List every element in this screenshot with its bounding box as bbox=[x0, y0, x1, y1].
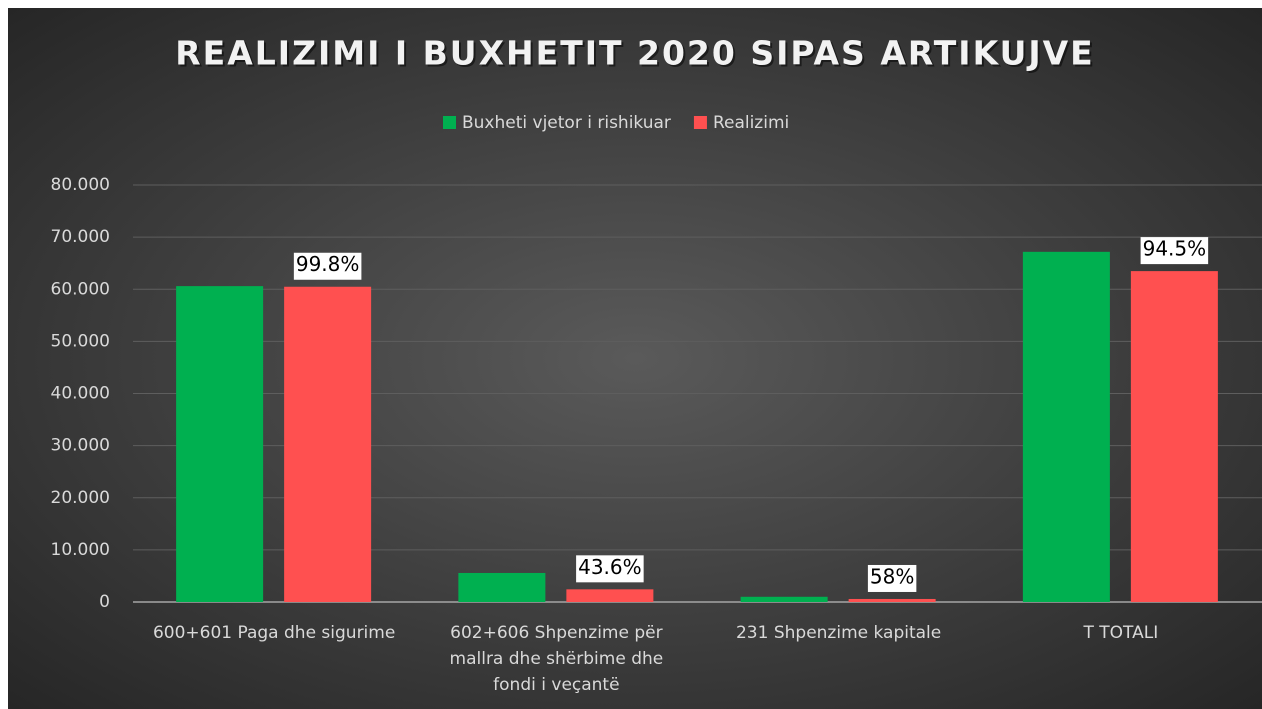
bar bbox=[176, 286, 264, 602]
x-tick-label: 231 Shpenzime kapitale bbox=[735, 623, 942, 643]
annotation: 99.8% bbox=[296, 252, 360, 276]
legend-swatch bbox=[693, 116, 707, 129]
y-tick-label: 60.000 bbox=[51, 279, 110, 299]
y-tick-label: 50.000 bbox=[51, 331, 110, 351]
annotation: 94.5% bbox=[1143, 237, 1207, 261]
bar bbox=[566, 589, 654, 602]
annotation-box bbox=[293, 252, 362, 280]
annotation-box bbox=[1140, 237, 1209, 265]
bar bbox=[848, 598, 936, 602]
chart-title: REALIZIMI I BUXHETIT 2020 SIPAS ARTIKUJV… bbox=[175, 34, 1094, 73]
legend-swatch bbox=[443, 116, 456, 129]
annotation-box bbox=[576, 555, 644, 583]
bar bbox=[1130, 271, 1218, 602]
x-tick-label: 602+606 Shpenzime për mallra dhe shërbim… bbox=[449, 623, 664, 695]
annotation: 43.6% bbox=[578, 555, 642, 579]
y-tick-label: 20.000 bbox=[51, 488, 110, 508]
chart-title-shadow: REALIZIMI I BUXHETIT 2020 SIPAS ARTIKUJV… bbox=[177, 36, 1096, 75]
y-tick-label: 40.000 bbox=[51, 384, 110, 404]
bar bbox=[284, 286, 372, 602]
annotation-box bbox=[867, 564, 917, 592]
y-tick-label: 80.000 bbox=[51, 175, 110, 195]
x-tick-label: 600+601 Paga dhe sigurime bbox=[152, 623, 396, 643]
legend-label: Buxheti vjetor i rishikuar bbox=[462, 113, 671, 133]
y-tick-label: 0 bbox=[99, 592, 110, 612]
annotation: 58% bbox=[870, 564, 914, 588]
legend-label: Realizimi bbox=[713, 113, 789, 133]
bar bbox=[458, 572, 546, 602]
y-tick-label: 70.000 bbox=[51, 227, 110, 247]
x-tick-label: T TOTALI bbox=[1083, 623, 1159, 643]
y-tick-label: 10.000 bbox=[51, 540, 110, 560]
bar bbox=[740, 596, 828, 602]
y-tick-label: 30.000 bbox=[51, 436, 110, 456]
bar bbox=[1022, 251, 1110, 602]
